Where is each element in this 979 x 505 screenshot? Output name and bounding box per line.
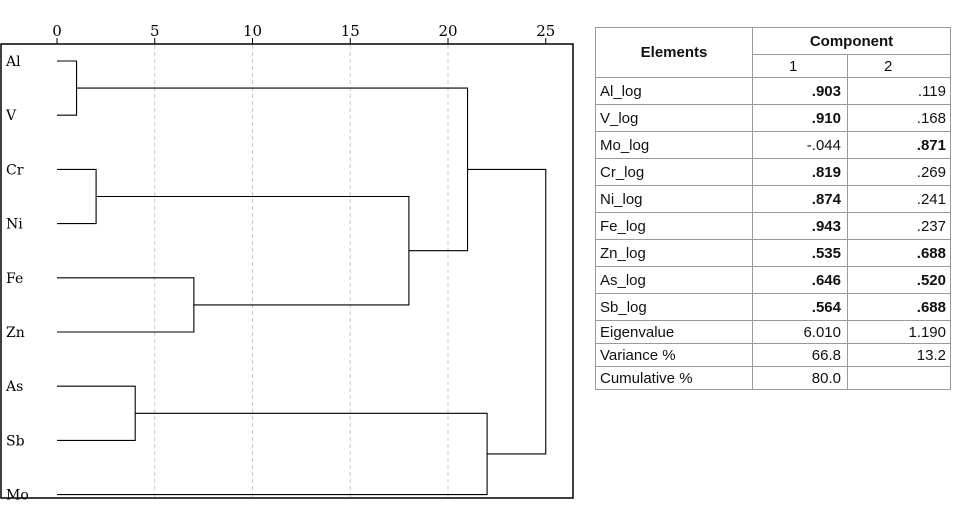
row-label: Variance % [595, 343, 753, 367]
row-label: Mo_log [595, 131, 753, 159]
merge-link-c7 [57, 412, 488, 496]
leaf-label-as: As [5, 379, 23, 395]
row-label: Cr_log [595, 158, 753, 186]
header-col-2: 2 [847, 54, 951, 78]
cell-component-2: .520 [847, 266, 951, 294]
leaf-label-al: Al [5, 54, 21, 70]
leaf-label-ni: Ni [6, 217, 23, 233]
table-row: V_log .910.168 [595, 104, 951, 132]
merge-link-c3 [57, 385, 136, 441]
cell-component-2: .119 [847, 77, 951, 105]
row-label: Fe_log [595, 212, 753, 240]
x-tick-label-0: 0 [52, 22, 62, 40]
row-label: V_log [595, 104, 753, 132]
x-tick-label-25: 25 [536, 22, 555, 40]
x-tick-label-15: 15 [341, 22, 360, 40]
table-row: Zn_log .535.688 [595, 239, 951, 267]
cell-component-2 [847, 366, 951, 390]
cell-component-2: .241 [847, 185, 951, 213]
header-elements: Elements [595, 27, 753, 78]
cell-component-2: .237 [847, 212, 951, 240]
cell-component-1: .646 [752, 266, 848, 294]
cell-component-2: 1.190 [847, 320, 951, 344]
table-row: Cr_log .819.269 [595, 158, 951, 186]
table-row: Fe_log .943.237 [595, 212, 951, 240]
cell-component-1: .535 [752, 239, 848, 267]
row-label: Cumulative % [595, 366, 753, 390]
table-row: Eigenvalue 6.010 1.190 [595, 320, 951, 344]
header-col-1: 1 [752, 54, 848, 78]
header-component: Component [752, 27, 951, 55]
cell-component-1: .874 [752, 185, 848, 213]
dendrogram: 0 5 10 15 20 25 Al V Cr Ni Fe Zn As Sb Mo [0, 22, 574, 504]
loadings-table: Elements Component 1 2 Al_log .903.119 V_l… [595, 27, 951, 390]
x-tick-label-5: 5 [150, 22, 160, 40]
cell-component-2: .688 [847, 239, 951, 267]
table-row: As_log .646.520 [595, 266, 951, 294]
row-label: Al_log [595, 77, 753, 105]
leaf-label-fe: Fe [6, 271, 23, 287]
leaf-label-v: V [5, 108, 17, 124]
cell-component-1: .943 [752, 212, 848, 240]
row-label: As_log [595, 266, 753, 294]
x-tick-label-10: 10 [243, 22, 262, 40]
table-row: Cumulative % 80.0 [595, 366, 951, 390]
table-row: Al_log .903.119 [595, 77, 951, 105]
cell-component-1: 6.010 [752, 320, 848, 344]
cell-component-2: .871 [847, 131, 951, 159]
cell-component-1: 66.8 [752, 343, 848, 367]
table-row: Sb_log .564.688 [595, 293, 951, 321]
cell-component-1: .910 [752, 104, 848, 132]
cell-component-2: .688 [847, 293, 951, 321]
row-label: Sb_log [595, 293, 753, 321]
leaf-label-zn: Zn [6, 325, 25, 341]
cell-component-1: -.044 [752, 131, 848, 159]
merge-link-c2 [57, 168, 97, 225]
x-tick-label-20: 20 [438, 22, 457, 40]
merge-link-c1 [57, 60, 78, 116]
cell-component-1: 80.0 [752, 366, 848, 390]
cell-component-1: .903 [752, 77, 848, 105]
cell-component-1: .564 [752, 293, 848, 321]
cell-component-2: 13.2 [847, 343, 951, 367]
cell-component-2: .168 [847, 104, 951, 132]
row-label: Eigenvalue [595, 320, 753, 344]
merge-link-c8 [467, 168, 547, 455]
table-row: Ni_log .874.241 [595, 185, 951, 213]
cell-component-1: .819 [752, 158, 848, 186]
merge-link-c4 [57, 277, 195, 333]
table-row: Variance % 66.8 13.2 [595, 343, 951, 367]
cell-component-2: .269 [847, 158, 951, 186]
leaf-label-sb: Sb [6, 433, 25, 449]
row-label: Zn_log [595, 239, 753, 267]
row-label: Ni_log [595, 185, 753, 213]
leaf-label-mo: Mo [6, 488, 29, 500]
leaf-label-cr: Cr [6, 162, 24, 178]
dendrogram-frame [0, 43, 574, 499]
table-row: Mo_log -.044.871 [595, 131, 951, 159]
